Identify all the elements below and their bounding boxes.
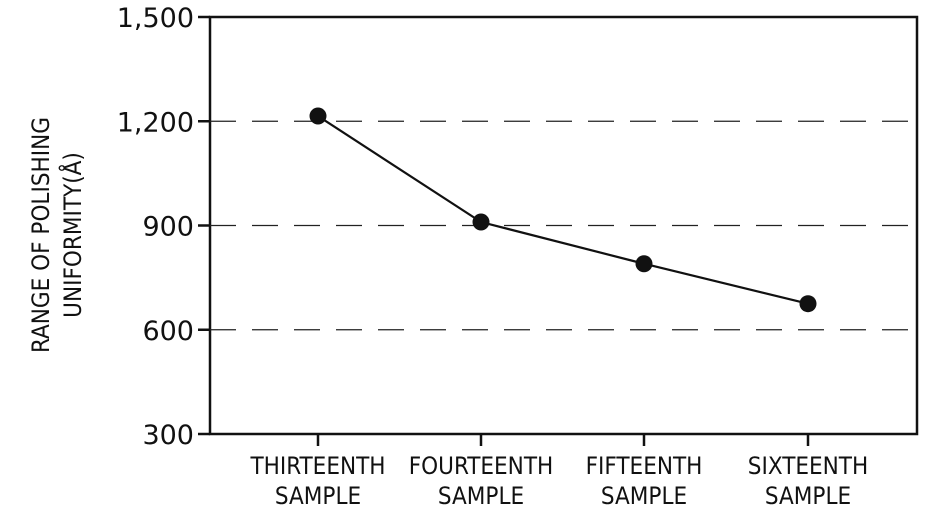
data-point xyxy=(800,295,817,312)
series-line xyxy=(318,116,808,304)
y-axis-ticks: 300 600 900 1,200 1,500 xyxy=(117,3,210,451)
x-tick-label-line: SAMPLE xyxy=(438,482,524,510)
y-tick-label: 900 xyxy=(142,212,194,243)
y-tick-label: 300 xyxy=(142,420,194,451)
x-tick-label-line: FOURTEENTH xyxy=(409,452,554,480)
x-tick-label: FIFTEENTHSAMPLE xyxy=(586,452,703,510)
y-tick-label: 600 xyxy=(142,316,194,347)
data-series xyxy=(310,108,817,313)
data-point xyxy=(636,255,653,272)
x-tick-label-line: FIFTEENTH xyxy=(586,452,703,480)
x-tick-label-line: SIXTEENTH xyxy=(748,452,868,480)
y-tick-label: 1,200 xyxy=(117,107,194,138)
x-tick-label: SIXTEENTHSAMPLE xyxy=(748,452,868,510)
y-axis-label: RANGE OF POLISHING xyxy=(27,117,55,353)
x-tick-label-line: SAMPLE xyxy=(601,482,687,510)
x-tick-label: FOURTEENTHSAMPLE xyxy=(409,452,554,510)
x-tick-label-line: SAMPLE xyxy=(765,482,851,510)
y-tick-label: 1,500 xyxy=(117,3,194,34)
x-tick-label: THIRTEENTHSAMPLE xyxy=(249,452,385,510)
y-axis-title: RANGE OF POLISHINGUNIFORMITY(Å) xyxy=(27,117,87,353)
data-point xyxy=(473,214,490,231)
x-tick-label-line: THIRTEENTH xyxy=(249,452,385,480)
x-tick-label-line: SAMPLE xyxy=(275,482,361,510)
data-point xyxy=(310,108,327,125)
x-axis-ticks: THIRTEENTHSAMPLEFOURTEENTHSAMPLEFIFTEENT… xyxy=(249,434,868,510)
y-axis-label-unit: UNIFORMITY(Å) xyxy=(58,152,87,318)
